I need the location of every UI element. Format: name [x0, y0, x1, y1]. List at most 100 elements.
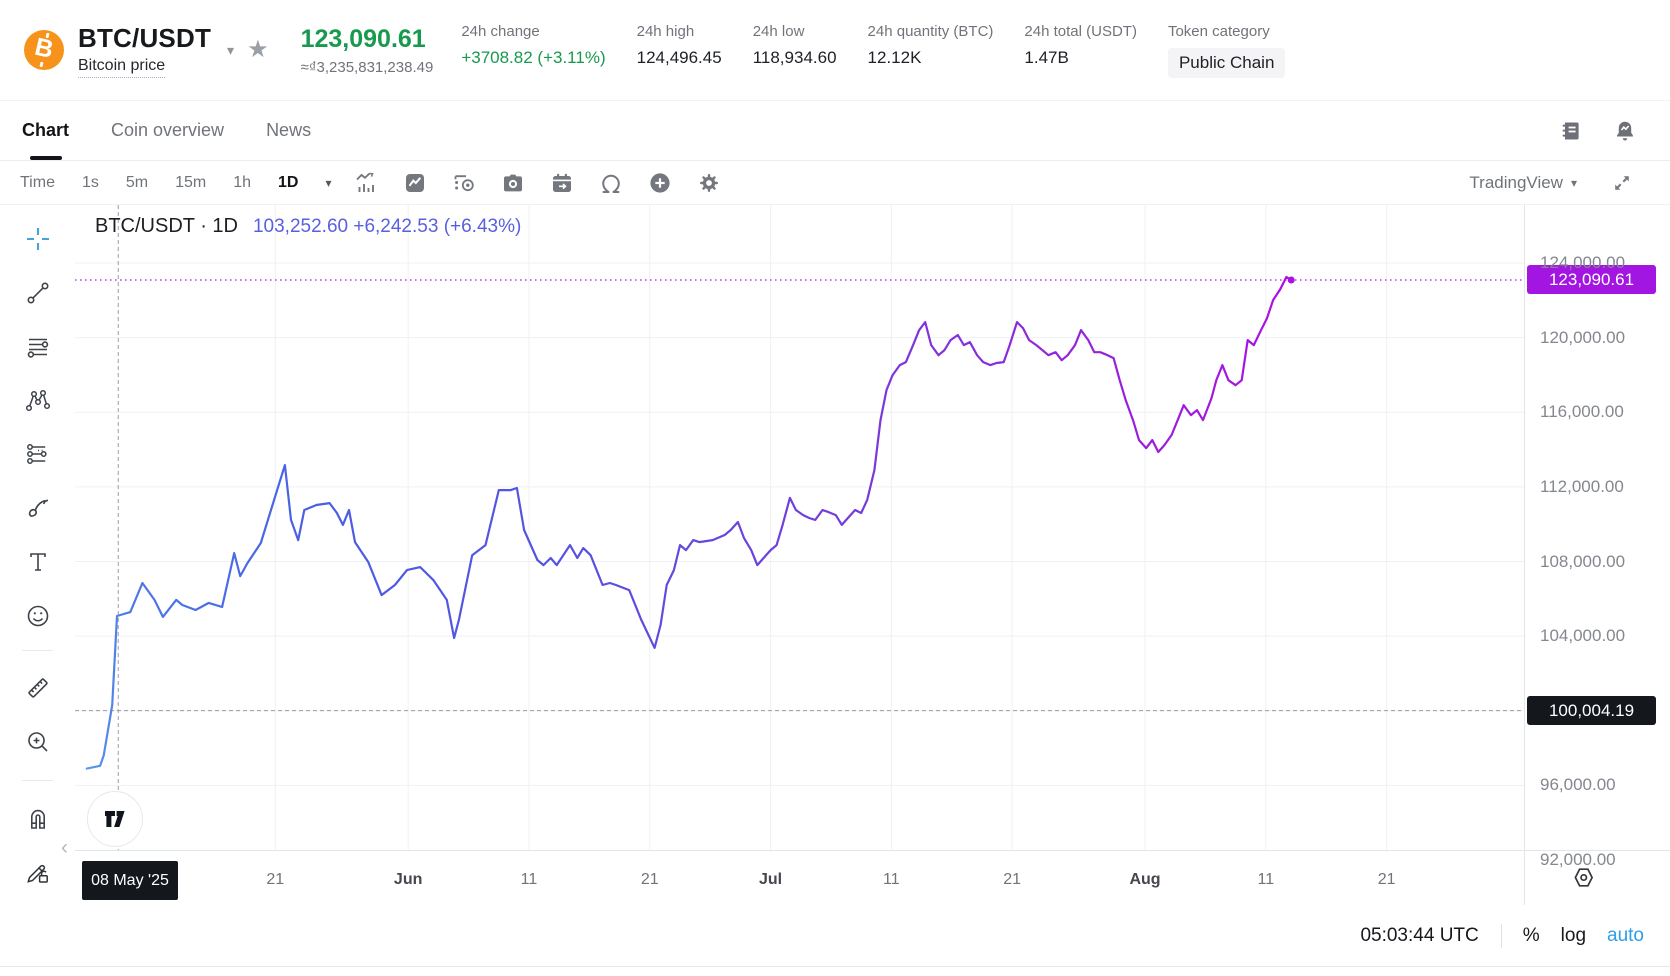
horizontal-lines-tool-icon[interactable]	[21, 330, 55, 364]
time-tick-label: 21	[1003, 871, 1022, 888]
indicators-icon[interactable]	[354, 171, 378, 195]
chart-toolbar: Time 1s 5m 15m 1h 1D ▾	[0, 161, 1670, 205]
crosshair-date-tag: 08 May '25	[82, 861, 178, 900]
calendar-go-to-date-icon[interactable]	[550, 171, 574, 195]
price-block: 123,090.61 ≈₫3,235,831,238.49	[301, 25, 434, 76]
stat-value: 124,496.45	[636, 47, 722, 67]
tradingview-watermark-logo[interactable]	[87, 791, 143, 847]
tab-coin-overview[interactable]: Coin overview	[111, 120, 225, 140]
fiat-price: ≈₫3,235,831,238.49	[300, 58, 434, 76]
price-tick-label: 124,000.00	[1540, 253, 1626, 272]
interval-1s[interactable]: 1s	[81, 173, 99, 191]
chart-legend: BTC/USDT · 1D 103,252.60 +6,242.53 (+6.4…	[95, 215, 521, 238]
stat-value: Public Chain	[1167, 47, 1286, 78]
time-tick-label: 11	[520, 871, 538, 888]
interval-1h[interactable]: 1h	[233, 173, 252, 191]
drawing-lock-tool-icon[interactable]	[21, 855, 55, 889]
price-tick-label: 108,000.00	[1540, 551, 1626, 571]
chart-status-bar: 05:03:44 UTC % log auto	[0, 905, 1670, 967]
price-tick-label: 104,000.00	[1540, 626, 1626, 646]
status-divider	[1500, 923, 1502, 948]
snapshot-camera-icon[interactable]	[501, 171, 525, 195]
page-tabs: Chart Coin overview News	[0, 101, 1670, 161]
time-tick-label: 21	[1377, 871, 1396, 888]
legend-symbol-interval[interactable]: BTC/USDT · 1D	[95, 215, 238, 237]
alerts-icon[interactable]	[452, 171, 476, 195]
stat-label: 24h total (USDT)	[1024, 22, 1137, 40]
ruler-tool-icon[interactable]	[21, 671, 55, 705]
brush-tool-icon[interactable]	[21, 491, 55, 525]
time-axis[interactable]: 08 May '25 21 Jun 11 21 Jul 11 21 Aug 11 21	[75, 850, 1670, 905]
tab-news[interactable]: News	[266, 120, 312, 140]
percent-scale-button[interactable]: %	[1522, 924, 1540, 946]
interval-15m[interactable]: 15m	[175, 173, 207, 191]
stat-value: +3708.82 (+3.11%)	[461, 47, 606, 67]
price-alert-bell-icon[interactable]	[1613, 119, 1637, 143]
pair-header: B BTC/USDT Bitcoin price ▾ ★ 123,090.61 …	[0, 0, 1670, 101]
axis-settings-hexagon-icon[interactable]	[1570, 864, 1598, 892]
replay-icon[interactable]	[599, 171, 623, 195]
fullscreen-icon[interactable]	[1611, 172, 1633, 194]
toolbar-right: TradingView ▾	[1469, 172, 1633, 194]
time-tick-label: Aug	[1129, 871, 1161, 888]
collapse-sidebar-chevron-left-icon[interactable]: ‹	[61, 836, 68, 859]
stat-label: 24h quantity (BTC)	[867, 22, 994, 40]
pair-names: BTC/USDT Bitcoin price	[78, 23, 211, 78]
stat-value: 118,934.60	[752, 47, 837, 67]
market-stats: 24h change +3708.82 (+3.11%) 24h high 124,4…	[461, 22, 1286, 78]
stat-24h-change: 24h change +3708.82 (+3.11%)	[461, 23, 605, 78]
time-tick-label: 11	[883, 871, 900, 888]
chart-settings-gear-icon[interactable]	[697, 171, 721, 195]
chart-style-icon[interactable]	[403, 171, 427, 195]
price-axis[interactable]: 123,090.61 100,004.19 124,000.00 120,000.…	[1524, 205, 1670, 869]
interval-1d[interactable]: 1D	[278, 173, 299, 191]
stat-label: Token category	[1167, 22, 1270, 40]
stat-label: 24h low	[752, 22, 805, 40]
interval-caret-down-icon[interactable]: ▾	[325, 175, 332, 190]
emoji-tool-icon[interactable]	[21, 599, 55, 633]
stat-value: 12.12K	[867, 47, 922, 67]
stat-24h-total-usdt-: 24h total (USDT) 1.47B	[1024, 23, 1137, 78]
axis-corner-divider	[1524, 851, 1525, 905]
clock-utc[interactable]: 05:03:44 UTC	[1360, 924, 1479, 946]
time-tick-label: 21	[266, 871, 285, 888]
interval-time[interactable]: Time	[20, 173, 55, 191]
text-tool-icon[interactable]	[21, 545, 55, 579]
pair-subtitle: Bitcoin price	[78, 57, 166, 78]
journal-icon[interactable]	[1559, 119, 1583, 143]
favorite-star-icon[interactable]: ★	[247, 36, 269, 63]
crosshair-tool-icon[interactable]	[21, 222, 55, 256]
auto-scale-button[interactable]: auto	[1607, 924, 1644, 946]
xabcd-pattern-tool-icon[interactable]	[21, 383, 55, 417]
tradingview-selector[interactable]: TradingView	[1469, 172, 1563, 192]
price-tick-label: 120,000.00	[1540, 327, 1626, 347]
stat-token-category: Token category Public Chain	[1167, 22, 1286, 78]
stat-label: 24h high	[636, 22, 695, 40]
stat-24h-high: 24h high 124,496.45	[637, 23, 722, 78]
tab-actions	[1559, 119, 1670, 143]
price-tick-label: 112,000.00	[1540, 476, 1624, 496]
drawing-tools-sidebar	[0, 205, 75, 967]
add-indicator-icon[interactable]	[648, 171, 672, 195]
tradingview-caret-down-icon[interactable]: ▾	[1570, 175, 1577, 190]
projection-tool-icon[interactable]	[21, 437, 55, 471]
crosshair-price-tag: 100,004.19	[1527, 696, 1656, 726]
bitcoin-symbol: B	[32, 32, 57, 65]
btc-logo-icon: B	[24, 30, 64, 70]
interval-5m[interactable]: 5m	[125, 173, 149, 191]
log-scale-button[interactable]: log	[1560, 924, 1587, 946]
last-price: 123,090.61	[300, 24, 426, 53]
time-tick-label: 21	[640, 871, 659, 888]
tab-chart[interactable]: Chart	[22, 101, 69, 160]
stat-value: 1.47B	[1024, 47, 1069, 67]
stat-label: 24h change	[461, 22, 540, 40]
time-tick-label: Jun	[393, 871, 423, 888]
zoom-in-tool-icon[interactable]	[21, 725, 55, 759]
price-line-chart	[75, 205, 1524, 850]
chart-pane[interactable]	[75, 205, 1524, 850]
magnet-tool-icon[interactable]	[21, 800, 55, 834]
trend-line-tool-icon[interactable]	[21, 276, 55, 310]
tools-divider	[22, 780, 53, 781]
pair-caret-down-icon[interactable]: ▾	[227, 41, 235, 58]
